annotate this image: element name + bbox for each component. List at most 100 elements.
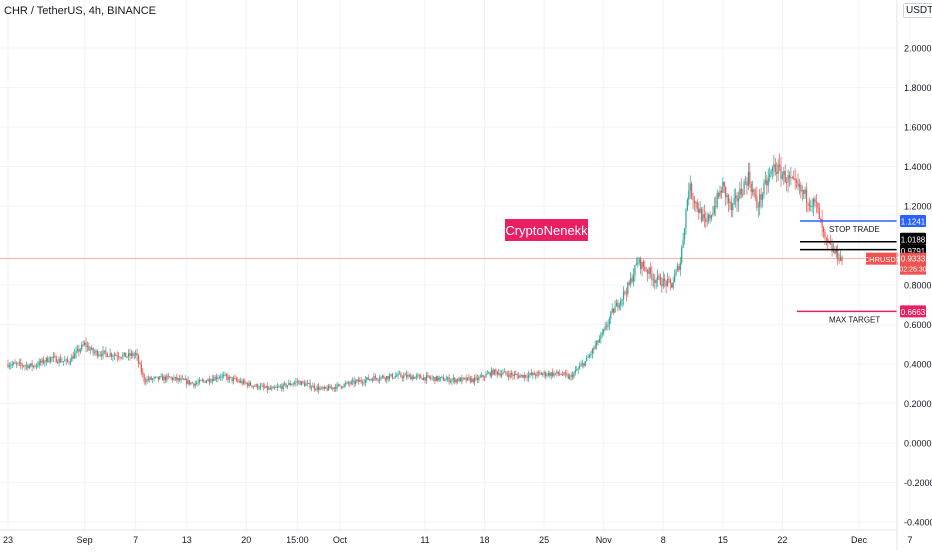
candle-body [499, 373, 501, 376]
candle-body [452, 378, 454, 380]
candle-body [556, 371, 558, 374]
candle-body [11, 364, 13, 366]
candle-body [483, 377, 486, 378]
candle-body [742, 194, 744, 196]
candle-body [93, 352, 96, 353]
candle-body [498, 373, 500, 375]
candle-body [805, 189, 808, 203]
candle-body [396, 375, 398, 377]
candle-body [532, 372, 534, 375]
candle-body [312, 385, 314, 388]
currency-button[interactable]: USDT [903, 3, 932, 18]
candle-body [722, 181, 724, 193]
candle-body [415, 375, 418, 377]
candle-body [125, 352, 127, 358]
candle-body [505, 371, 507, 374]
candle-body [231, 377, 233, 381]
candle-body [794, 178, 796, 180]
candle-body [709, 214, 711, 219]
y-tick-label: 1.6000 [904, 123, 932, 133]
candle-body [376, 378, 378, 380]
candle-body [740, 188, 742, 195]
candle-body [754, 194, 757, 197]
candle-body [671, 283, 673, 288]
candle-body [404, 374, 406, 376]
candle-body [621, 298, 623, 301]
candle-body [298, 381, 300, 383]
candle-body [21, 364, 23, 366]
candle-body [513, 374, 515, 376]
candle-body [344, 383, 347, 385]
candle-body [286, 385, 289, 387]
candle-body [221, 375, 223, 378]
candle-body [651, 273, 653, 280]
candle-body [17, 362, 19, 364]
candle-body [560, 374, 562, 375]
candle-body [61, 361, 63, 363]
candle-body [485, 374, 487, 378]
candle-body [208, 379, 211, 382]
candle-body [577, 368, 579, 370]
candle-body [380, 376, 382, 380]
candle-body [58, 358, 60, 363]
candle-body [278, 386, 280, 388]
candle-body [522, 374, 524, 378]
candle-body [749, 171, 751, 184]
candle-body [82, 344, 84, 346]
candle-body [698, 208, 700, 214]
candle-body [533, 372, 535, 376]
candle-body [652, 279, 654, 281]
candle-body [488, 372, 490, 374]
candle-body [821, 219, 823, 228]
candle-body [259, 385, 262, 389]
candle-body [601, 332, 603, 335]
candle-body [32, 365, 35, 367]
x-tick-label: 25 [539, 535, 549, 545]
candle-body [183, 378, 185, 380]
candle-body [658, 275, 660, 277]
candle-body [65, 359, 67, 361]
candle-body [69, 361, 72, 363]
candle-body [554, 373, 557, 375]
candle-body [92, 347, 94, 353]
candle-body [316, 386, 318, 390]
candle-body [170, 377, 172, 379]
candle-body [291, 384, 293, 386]
candle-body [611, 308, 613, 313]
candle-body [142, 372, 144, 375]
level-1-price-tag: 1.0188 [900, 232, 926, 245]
candle-body [74, 353, 76, 359]
candle-body [549, 372, 551, 376]
candle-body [391, 374, 393, 379]
candle-body [132, 353, 134, 356]
candle-body [838, 259, 840, 261]
current-price-label: 0.9333 [901, 255, 926, 264]
candle-body [31, 363, 33, 367]
candle-body [688, 191, 690, 200]
y-tick-label: 1.8000 [904, 83, 932, 93]
candle-body [432, 377, 435, 379]
candle-body [414, 376, 416, 379]
candle-body [188, 380, 191, 384]
candle-body [44, 361, 46, 363]
candle-body [342, 386, 344, 388]
x-tick-label: Sep [77, 535, 93, 545]
candle-body [98, 354, 100, 356]
candle-body [123, 352, 125, 355]
candle-body [169, 376, 171, 378]
candle-body [228, 376, 230, 380]
candle-body [632, 275, 635, 282]
candle-body [159, 376, 161, 380]
x-tick-label: 11 [420, 535, 429, 545]
candle-body [603, 329, 605, 333]
candle-body [356, 379, 358, 382]
candle-body [292, 383, 294, 385]
candle-body [442, 377, 445, 381]
candle-body [526, 376, 528, 378]
candle-body [164, 376, 167, 381]
candle-body [336, 384, 338, 390]
candle-body [366, 377, 368, 380]
candle-body [716, 192, 718, 208]
